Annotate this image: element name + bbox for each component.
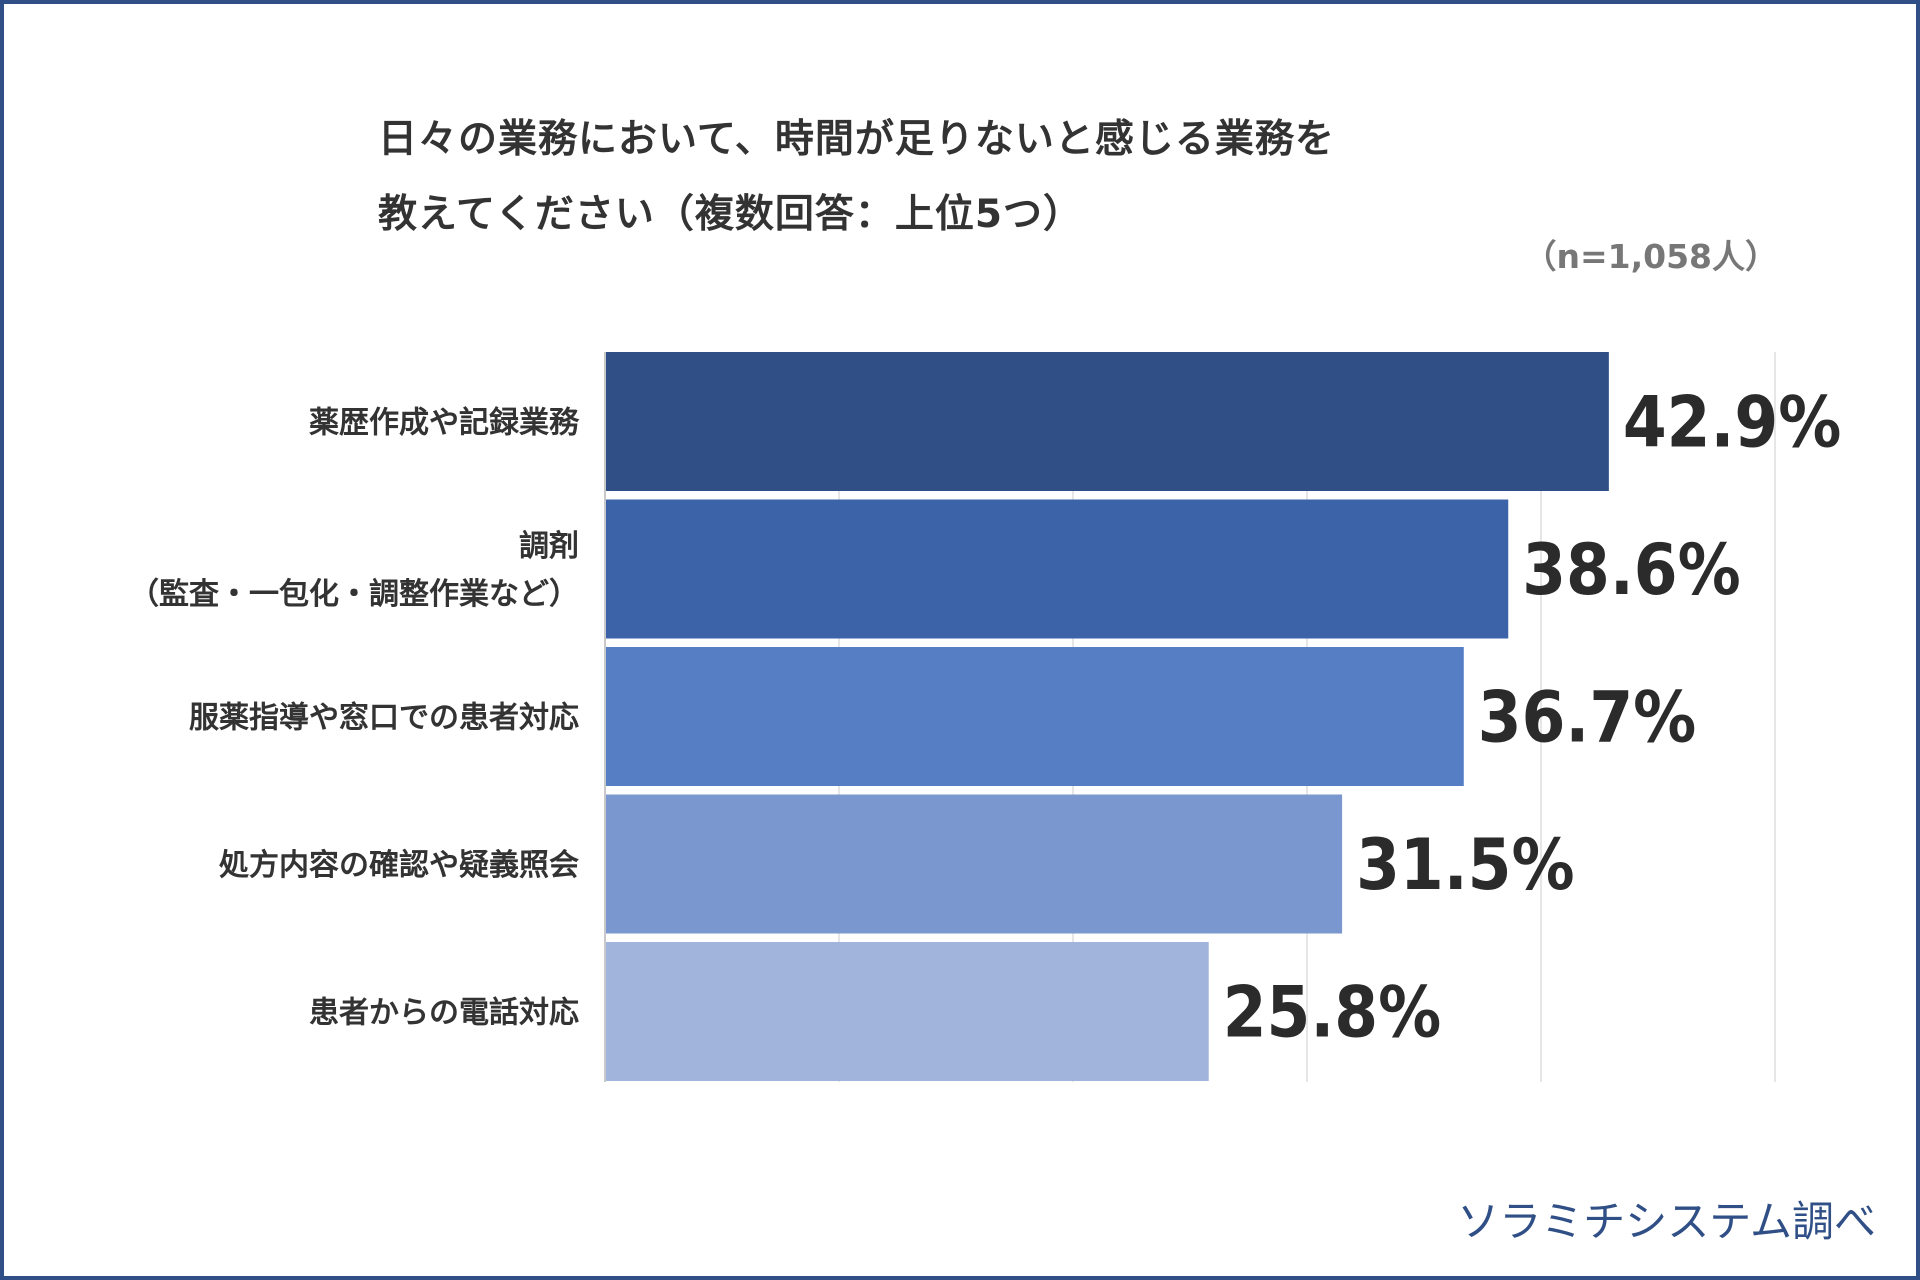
chart-title-line-1: 日々の業務において、時間が足りないと感じる業務を xyxy=(378,117,1335,162)
value-label-0: 42.9% xyxy=(1623,382,1841,464)
category-label-1-line-1: （監査・一包化・調整作業など） xyxy=(129,577,579,612)
category-label-2: 服薬指導や窓口での患者対応 xyxy=(189,701,579,736)
value-label-1: 38.6% xyxy=(1522,529,1740,611)
value-label-2: 36.7% xyxy=(1478,677,1696,759)
category-label-0: 薬歴作成や記録業務 xyxy=(309,406,580,441)
chart-title-line-2: 教えてください（複数回答：上位5つ） xyxy=(378,192,1084,237)
sample-size-label: （n=1,058人） xyxy=(1523,237,1778,276)
bar-2 xyxy=(605,647,1464,786)
bar-3 xyxy=(605,794,1343,934)
value-label-3: 31.5% xyxy=(1356,824,1574,906)
category-label-4: 患者からの電話対応 xyxy=(309,996,579,1031)
bar-0 xyxy=(605,352,1609,491)
category-label-3: 処方内容の確認や疑義照会 xyxy=(219,848,579,883)
bar-1 xyxy=(605,499,1509,639)
bar-4 xyxy=(605,942,1209,1081)
category-label-1-line-0: 調剤 xyxy=(519,529,579,564)
value-label-4: 25.8% xyxy=(1223,972,1441,1054)
source-credit: ソラミチシステム調べ xyxy=(1457,1197,1876,1246)
